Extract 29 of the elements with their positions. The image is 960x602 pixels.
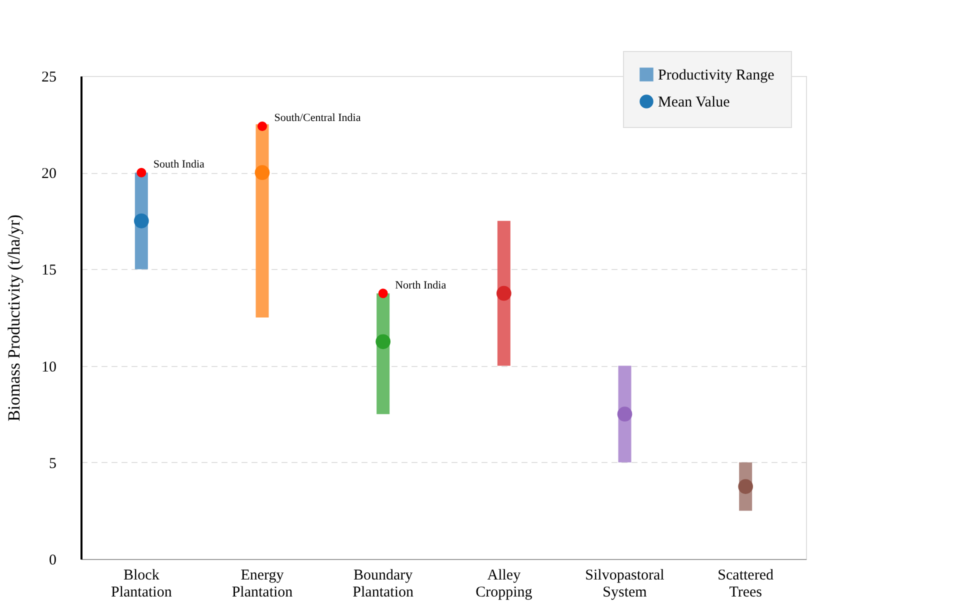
point [254,165,270,180]
x-tick-label: Scattered Trees [718,568,774,600]
point [378,288,388,298]
x-tick-label: Boundary Plantation [352,568,414,600]
y-tick-label: 10 [42,359,56,376]
x-tick-label: Block Plantation [111,568,172,600]
bar [497,220,510,366]
x-tick-label: Alley Cropping [476,568,533,600]
y-tick-label: 5 [49,456,56,472]
point [496,286,512,301]
bar [256,124,269,318]
point [738,479,753,494]
y-tick-label: 0 [49,552,56,568]
annotation: South/Central India [274,112,361,124]
point [258,122,267,131]
legend-label: Productivity Range [658,68,775,84]
y-tick-label: 15 [42,262,56,279]
x-tick-label: Energy Plantation [232,568,294,600]
legend-label: Mean Value [658,94,730,110]
x-tick-label: Silvopastoral System [585,568,664,600]
point [136,168,146,178]
y-tick-label: 20 [42,166,56,182]
point [376,334,390,350]
y-tick-label: 25 [42,70,56,86]
y-axis-title: Biomass Productivity (t/ha/yr) [4,214,24,422]
point [134,214,149,228]
annotation: South India [153,158,205,171]
point [617,406,632,422]
annotation: North India [395,279,446,292]
